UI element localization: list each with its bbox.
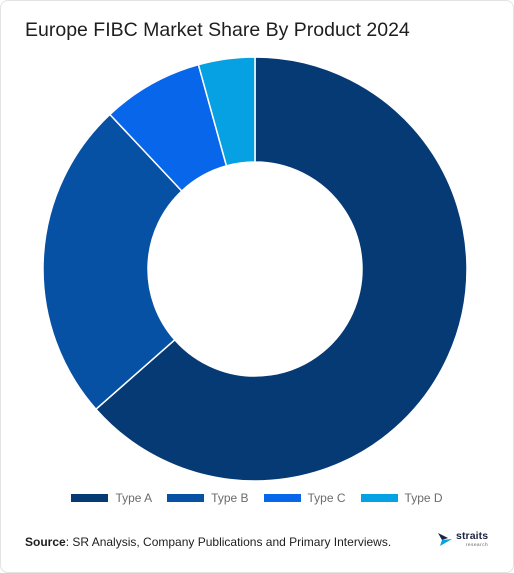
slice-type-d[interactable] <box>197 56 256 167</box>
donut-chart <box>42 56 468 481</box>
chart-legend: Type A Type B Type C Type D <box>1 491 513 505</box>
legend-swatch-type-b <box>167 494 205 502</box>
legend-item-type-a[interactable]: Type A <box>71 491 152 505</box>
slice-type-b[interactable] <box>42 113 183 411</box>
legend-label-type-c: Type C <box>307 491 346 505</box>
legend-item-type-b[interactable]: Type B <box>167 491 249 505</box>
legend-item-type-d[interactable]: Type D <box>360 491 443 505</box>
legend-swatch-type-a <box>71 494 109 502</box>
source-note: Source: SR Analysis, Company Publication… <box>25 535 391 549</box>
legend-swatch-type-d <box>360 494 398 502</box>
slice-type-a[interactable] <box>94 56 468 481</box>
legend-item-type-c[interactable]: Type C <box>263 491 346 505</box>
legend-label-type-a: Type A <box>115 491 153 505</box>
donut-slices <box>42 56 468 481</box>
logo-word: straits <box>456 530 489 542</box>
legend-swatch-type-c <box>263 494 301 502</box>
source-text: : SR Analysis, Company Publications and … <box>65 535 392 549</box>
straits-logo: straits research <box>437 531 488 547</box>
straits-logo-icon <box>438 533 452 546</box>
source-label: Source <box>25 535 66 549</box>
legend-label-type-d: Type D <box>404 491 443 505</box>
legend-label-type-b: Type B <box>211 491 249 505</box>
logo-subword: research <box>465 541 489 547</box>
chart-title: Europe FIBC Market Share By Product 2024 <box>25 19 410 41</box>
